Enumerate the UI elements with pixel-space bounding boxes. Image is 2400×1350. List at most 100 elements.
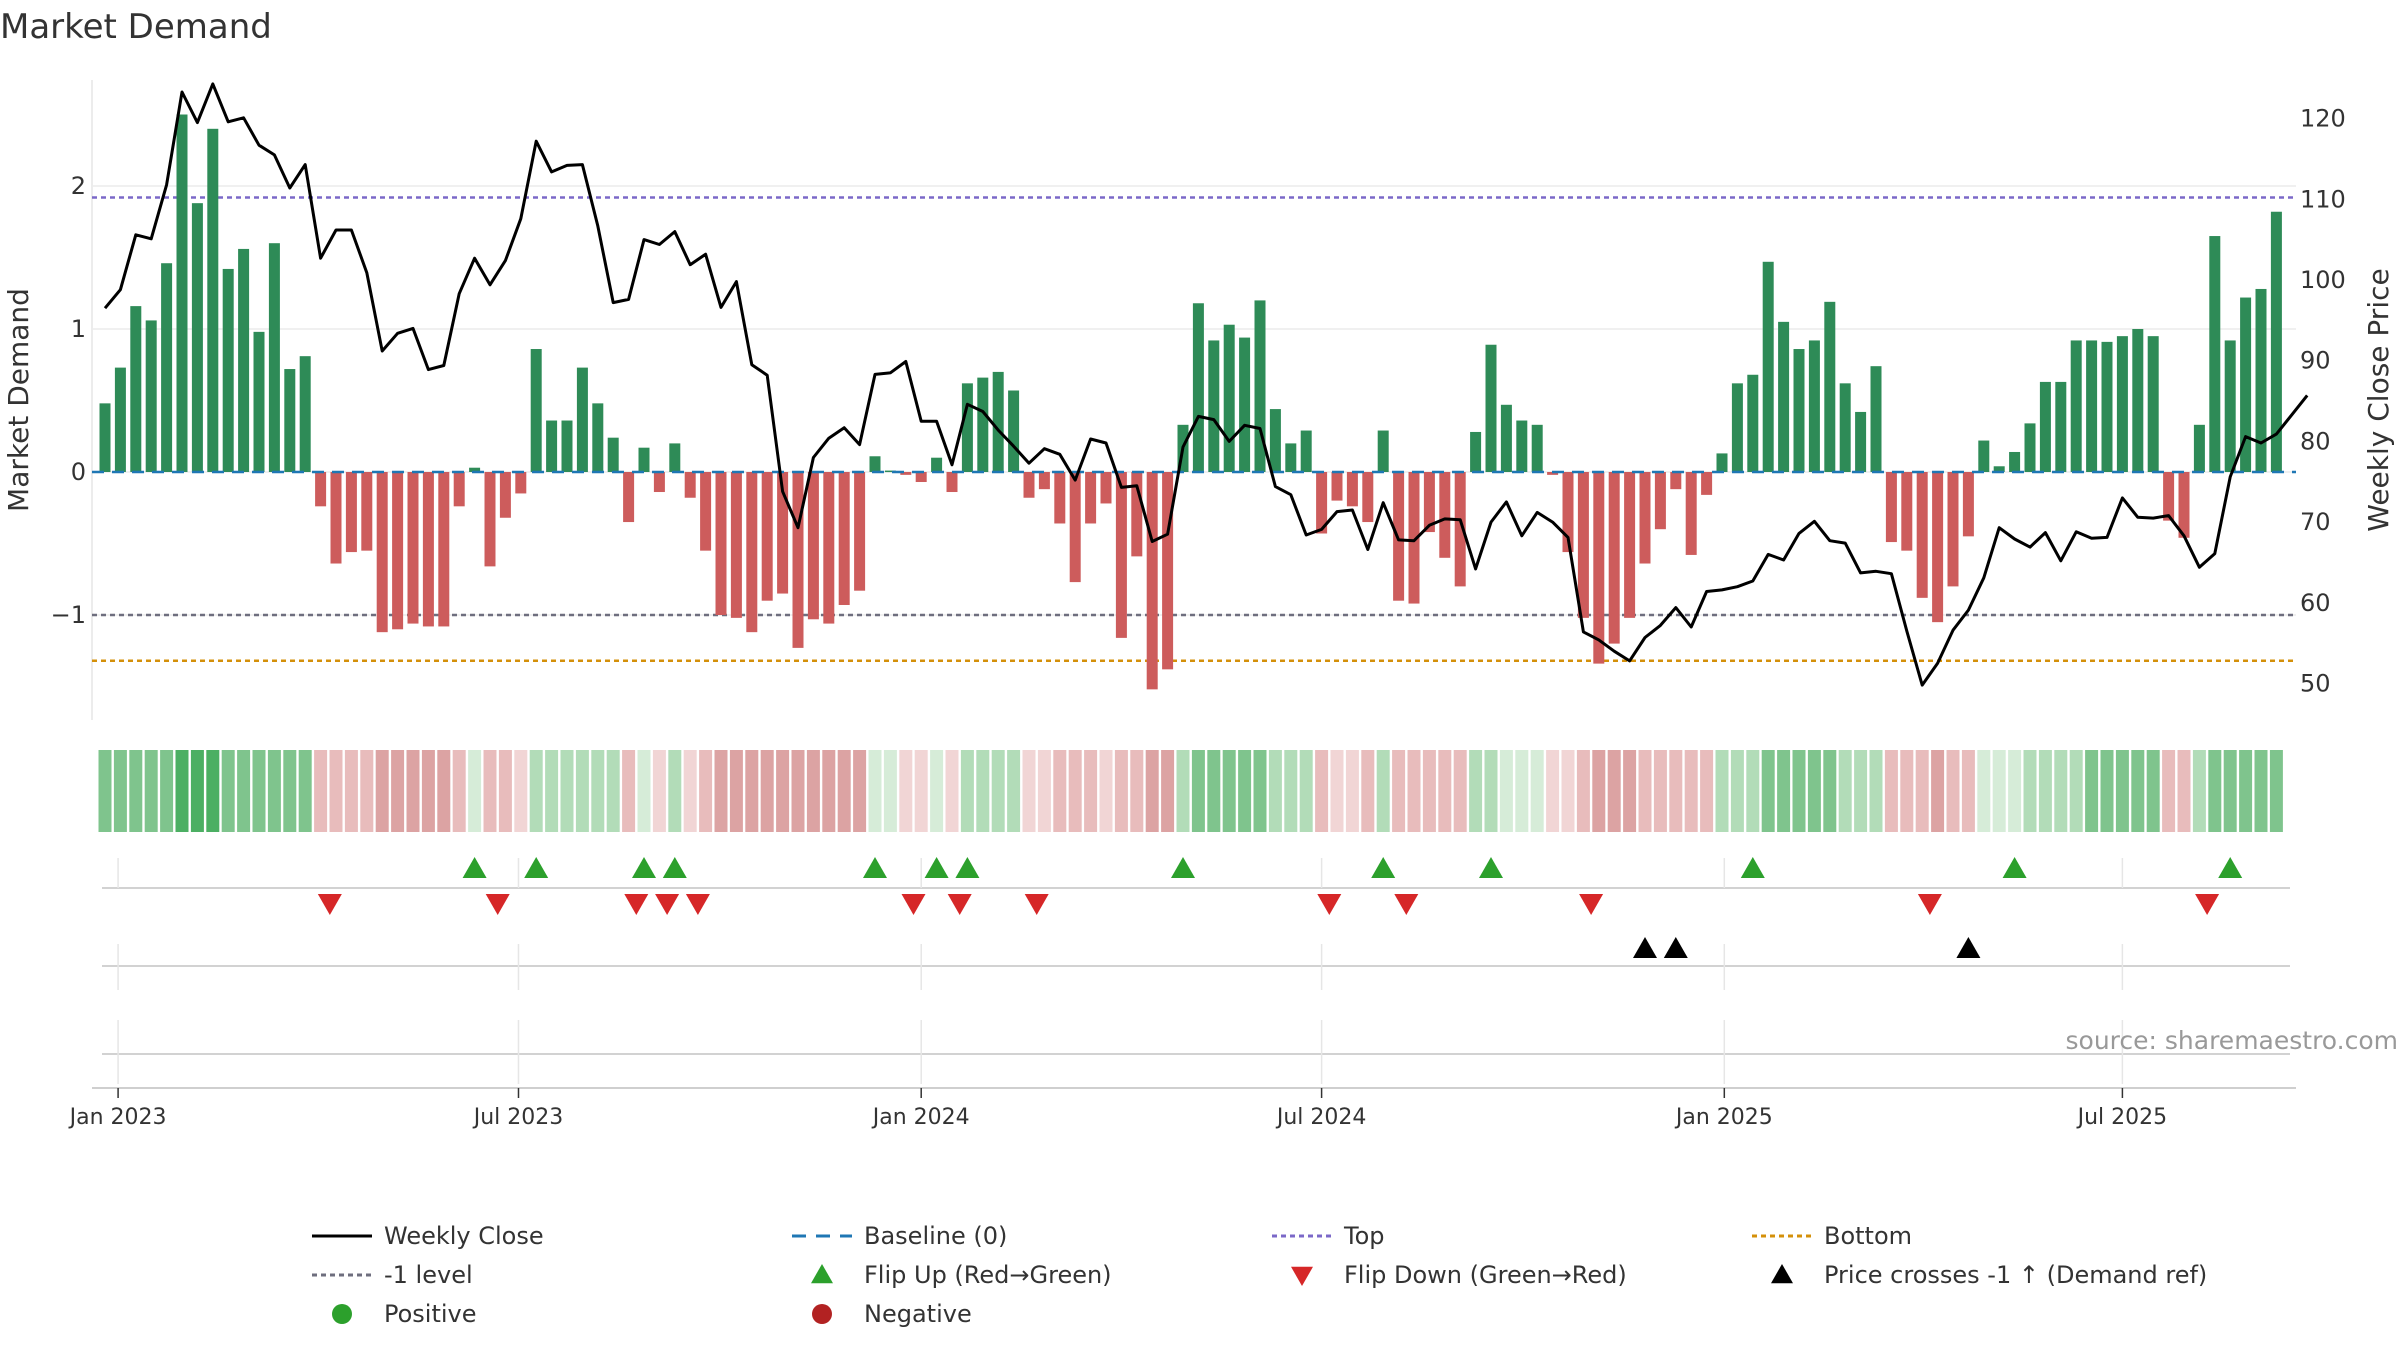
heat-cell: [1530, 750, 1544, 832]
demand-bar: [1547, 472, 1559, 475]
demand-bar: [176, 114, 188, 472]
heat-cell: [1700, 750, 1714, 832]
heat-cell: [237, 750, 251, 832]
heat-cell: [2239, 750, 2253, 832]
demand-bar: [1808, 340, 1820, 472]
demand-bar: [1624, 472, 1636, 618]
demand-bar: [1146, 472, 1158, 690]
heat-cell: [314, 750, 328, 832]
heat-cell: [437, 750, 451, 832]
heat-cell: [1684, 750, 1698, 832]
demand-bar: [1038, 472, 1050, 490]
demand-bar: [1331, 472, 1343, 501]
demand-bar: [1316, 472, 1328, 534]
heat-cell: [344, 750, 358, 832]
demand-bar: [345, 472, 357, 553]
demand-bar: [438, 472, 450, 627]
heat-cell: [1084, 750, 1098, 832]
demand-bar: [1778, 321, 1790, 472]
heat-cell: [2023, 750, 2037, 832]
flip-up-marker: [955, 857, 980, 878]
heat-cell: [668, 750, 682, 832]
demand-bar: [807, 472, 819, 620]
heat-cell: [98, 750, 112, 832]
heat-cell: [2069, 750, 2083, 832]
right-tick-label: 90: [2300, 347, 2331, 375]
left-tick-label: −1: [51, 601, 86, 629]
heat-cell: [1546, 750, 1560, 832]
flip-up-marker: [2002, 857, 2027, 878]
demand-bar: [453, 472, 465, 507]
right-tick-label: 110: [2300, 185, 2346, 213]
flip-down-marker: [685, 894, 710, 915]
demand-bar: [2163, 472, 2175, 521]
demand-bar: [1346, 472, 1358, 507]
heat-cell: [391, 750, 405, 832]
heat-cell: [1792, 750, 1806, 832]
demand-bar: [1516, 420, 1528, 472]
legend-label: Top: [1343, 1222, 1385, 1250]
demand-bar: [392, 472, 404, 630]
demand-bar: [1839, 383, 1851, 472]
demand-bar: [2086, 340, 2098, 472]
heat-cell: [1130, 750, 1144, 832]
demand-bar: [1947, 472, 1959, 587]
demand-bar: [1593, 472, 1605, 664]
heat-cell: [776, 750, 790, 832]
heat-cell: [498, 750, 512, 832]
heat-cell: [1900, 750, 1914, 832]
left-tick-label: 0: [71, 458, 86, 486]
demand-bar: [2024, 423, 2036, 472]
flip-up-marker: [1479, 857, 1503, 878]
demand-bar: [992, 371, 1004, 472]
heat-cell: [1992, 750, 2006, 832]
weekly-close-line: [103, 82, 2309, 687]
heat-cell: [1422, 750, 1436, 832]
demand-bar: [1454, 472, 1466, 587]
heat-cell: [822, 750, 836, 832]
heat-cell: [1376, 750, 1390, 832]
heat-cell: [591, 750, 605, 832]
legend-label: -1 level: [384, 1261, 473, 1289]
x-tick-label: Jan 2023: [68, 1105, 167, 1130]
legend-swatch-dot: [812, 1304, 832, 1324]
heat-cell: [1268, 750, 1282, 832]
heat-cell: [1931, 750, 1945, 832]
demand-bar: [161, 263, 173, 472]
heat-cell: [1638, 750, 1652, 832]
demand-bar: [2209, 236, 2221, 472]
left-tick-label: 2: [71, 172, 86, 200]
heat-cell: [1561, 750, 1575, 832]
demand-bar: [407, 472, 419, 624]
heat-cell: [175, 750, 189, 832]
heat-cell: [1099, 750, 1113, 832]
heat-cell: [1653, 750, 1667, 832]
demand-bar: [1562, 472, 1574, 553]
heat-cell: [452, 750, 466, 832]
demand-bar: [576, 367, 588, 472]
left-tick-label: 1: [71, 315, 86, 343]
demand-bar: [838, 472, 850, 605]
flip-down-marker: [624, 894, 649, 915]
heat-cell: [1746, 750, 1760, 832]
heat-cell: [883, 750, 897, 832]
heat-cell: [1037, 750, 1051, 832]
heat-cell: [1484, 750, 1498, 832]
demand-bar: [1762, 261, 1774, 472]
demand-bar: [361, 472, 373, 551]
flip-down-marker: [1917, 894, 1942, 915]
heat-cell: [1869, 750, 1883, 832]
demand-bar: [623, 472, 635, 523]
demand-bar: [1855, 411, 1867, 472]
demand-bar: [130, 306, 142, 472]
demand-bar: [792, 472, 804, 648]
heat-cell: [1607, 750, 1621, 832]
heat-cell: [545, 750, 559, 832]
heat-cell: [1238, 750, 1252, 832]
legend-item: Weekly Close: [312, 1222, 544, 1250]
demand-bar: [1654, 472, 1666, 530]
demand-bar: [1470, 431, 1482, 472]
legend-item: Positive: [332, 1300, 477, 1328]
heat-cell: [899, 750, 913, 832]
demand-bar: [1608, 472, 1620, 644]
